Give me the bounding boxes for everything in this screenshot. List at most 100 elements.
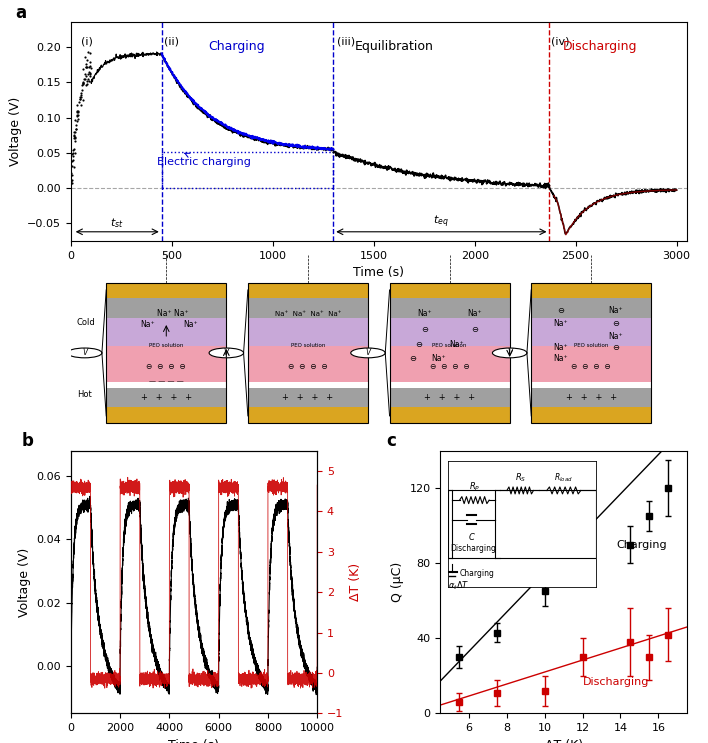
Text: V: V [82,348,87,357]
Bar [531,283,651,423]
Point [83,68,94,80]
Text: ⊖: ⊖ [557,306,564,316]
Text: Na⁺: Na⁺ [553,343,568,352]
Bar [531,388,651,407]
Bar [106,299,227,318]
Point [77,77,88,89]
Point [85,62,96,74]
Point [72,109,84,121]
Text: b: b [21,432,33,450]
Point [70,123,81,134]
Text: Na⁺: Na⁺ [418,309,433,318]
Bar [248,283,368,423]
Point [79,73,90,85]
Point [80,80,91,91]
Text: PEO solution: PEO solution [574,343,608,348]
Text: Charging: Charging [617,540,667,551]
Point [66,167,77,179]
Text: V: V [507,348,513,357]
Text: $t_{eq}$: $t_{eq}$ [433,213,450,230]
Point [69,132,81,143]
Text: Na⁺: Na⁺ [609,306,623,316]
Point [84,70,96,82]
Point [74,93,86,105]
Point [74,91,85,103]
Text: ⊖: ⊖ [471,325,478,334]
Point [67,147,79,159]
Y-axis label: Voltage (V): Voltage (V) [18,548,30,617]
Circle shape [67,348,102,358]
Point [79,51,91,63]
Point [67,150,79,162]
Point [69,132,80,143]
Point [82,46,93,58]
Point [81,61,93,73]
Text: Cold: Cold [77,317,96,327]
Point [65,178,76,189]
Bar [106,283,227,423]
Point [69,147,81,159]
Text: Na⁺: Na⁺ [609,331,623,340]
Point [84,74,95,86]
Text: ⊖  ⊖  ⊖  ⊖: ⊖ ⊖ ⊖ ⊖ [288,363,328,372]
Point [77,62,88,74]
Point [79,68,91,80]
Text: Electric charging: Electric charging [157,153,251,167]
Bar [106,318,227,346]
Text: ⊖  ⊖  ⊖  ⊖: ⊖ ⊖ ⊖ ⊖ [571,363,611,372]
Text: Na⁺: Na⁺ [140,320,155,329]
X-axis label: Time (s): Time (s) [169,739,219,743]
Point [81,61,92,73]
Point [77,79,88,91]
Point [81,54,93,66]
Bar [248,283,368,299]
Point [81,61,92,73]
Text: Na⁺: Na⁺ [553,354,568,363]
Bar [389,283,510,423]
Point [67,174,78,186]
Text: +   +   +   +: + + + + [141,393,192,402]
Point [77,94,88,106]
Bar [389,299,510,318]
Bar [248,346,368,383]
Point [76,88,87,100]
Text: Na⁺  Na⁺  Na⁺  Na⁺: Na⁺ Na⁺ Na⁺ Na⁺ [275,311,341,317]
Text: Na⁺: Na⁺ [431,354,446,363]
Point [85,47,96,59]
Bar [389,407,510,423]
Point [85,67,96,79]
Text: ⊖: ⊖ [409,354,416,363]
Point [68,161,79,173]
Point [66,177,77,189]
Text: ⊖  ⊖  ⊖  ⊖: ⊖ ⊖ ⊖ ⊖ [430,363,469,372]
Text: c: c [386,432,396,450]
Point [71,110,82,122]
Text: (ii): (ii) [164,36,178,46]
Point [72,105,84,117]
Text: Charging: Charging [208,40,265,53]
Point [71,105,82,117]
Bar [531,407,651,423]
Point [76,91,87,103]
Circle shape [350,348,385,358]
Text: Equilibration: Equilibration [355,40,433,53]
Point [84,56,96,68]
Point [69,114,81,126]
Text: ⊖: ⊖ [416,340,422,349]
Text: +   +   +   +: + + + + [424,393,475,402]
Point [79,73,91,85]
Point [73,113,84,125]
Point [85,68,96,80]
Bar [248,388,368,407]
Bar [531,318,651,346]
Point [81,74,92,86]
Bar [531,299,651,318]
Text: Na⁺: Na⁺ [183,320,198,329]
Point [81,58,92,70]
Point [66,175,77,187]
Point [76,84,87,96]
Point [69,129,80,140]
Bar [389,388,510,407]
Circle shape [493,348,527,358]
Text: ⊖: ⊖ [612,319,620,328]
